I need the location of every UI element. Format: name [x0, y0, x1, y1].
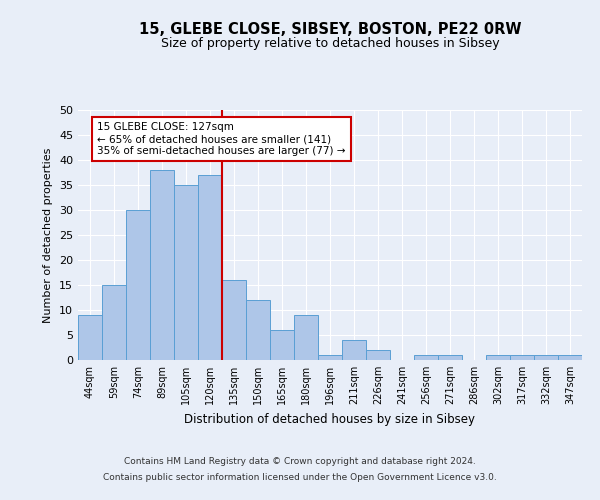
Bar: [102, 285, 126, 360]
Y-axis label: Number of detached properties: Number of detached properties: [43, 148, 53, 322]
Text: Size of property relative to detached houses in Sibsey: Size of property relative to detached ho…: [161, 38, 499, 51]
Text: Contains HM Land Registry data © Crown copyright and database right 2024.: Contains HM Land Registry data © Crown c…: [124, 458, 476, 466]
Bar: [414, 355, 438, 360]
Bar: [534, 355, 558, 360]
Bar: [486, 355, 510, 360]
Bar: [342, 340, 366, 360]
Bar: [558, 355, 582, 360]
Bar: [318, 355, 342, 360]
Bar: [198, 175, 222, 360]
Text: 15 GLEBE CLOSE: 127sqm
← 65% of detached houses are smaller (141)
35% of semi-de: 15 GLEBE CLOSE: 127sqm ← 65% of detached…: [97, 122, 346, 156]
Bar: [126, 210, 150, 360]
Bar: [78, 315, 102, 360]
Bar: [294, 315, 318, 360]
Bar: [222, 280, 246, 360]
Bar: [150, 170, 174, 360]
Bar: [174, 185, 198, 360]
Text: 15, GLEBE CLOSE, SIBSEY, BOSTON, PE22 0RW: 15, GLEBE CLOSE, SIBSEY, BOSTON, PE22 0R…: [139, 22, 521, 38]
Bar: [366, 350, 390, 360]
X-axis label: Distribution of detached houses by size in Sibsey: Distribution of detached houses by size …: [185, 412, 476, 426]
Text: Contains public sector information licensed under the Open Government Licence v3: Contains public sector information licen…: [103, 472, 497, 482]
Bar: [510, 355, 534, 360]
Bar: [438, 355, 462, 360]
Bar: [246, 300, 270, 360]
Bar: [270, 330, 294, 360]
